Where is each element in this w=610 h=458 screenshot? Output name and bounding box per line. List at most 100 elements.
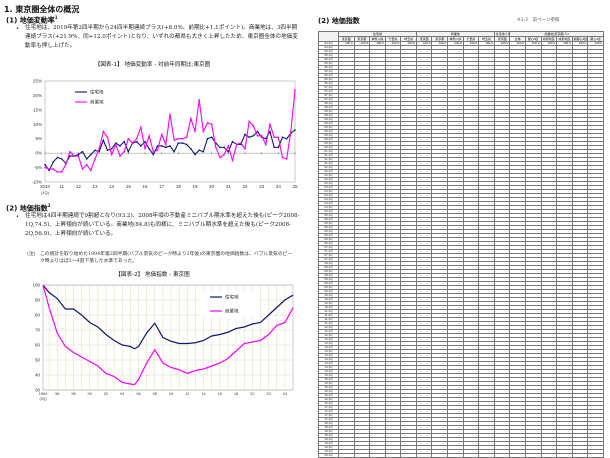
data-point [44, 163, 46, 166]
data-point [110, 153, 113, 156]
legend-box [200, 290, 260, 318]
data-point [69, 151, 71, 153]
data-point [231, 159, 234, 162]
x-tick-label: 10 [169, 392, 173, 396]
x-tick-label: 18 [234, 392, 238, 396]
bullet: • [16, 214, 19, 220]
y-tick-label: 90 [35, 298, 41, 303]
y-tick-label: 25% [33, 79, 42, 84]
data-point [252, 125, 255, 127]
data-point [223, 146, 225, 149]
x-tick-label: 04 [120, 392, 124, 396]
data-point [106, 136, 109, 138]
plot-frame [44, 80, 296, 183]
data-point [240, 142, 242, 144]
table-row: 00-4Q [318, 145, 604, 150]
data-point [73, 155, 75, 157]
bullet: • [16, 26, 19, 32]
data-point [90, 153, 92, 156]
data-point [115, 142, 117, 144]
y-tick-label: 30 [35, 388, 41, 393]
table-row: 13-2Q [318, 345, 604, 350]
table-row: 11-2Q [318, 313, 604, 318]
table-row: 98-3Q [318, 109, 604, 114]
x-tick-label: 20 [209, 184, 215, 189]
table-row: 08-3Q [318, 269, 604, 274]
series-line-commercial [42, 284, 294, 386]
data-point [227, 151, 230, 153]
table-row: 13-1Q [318, 341, 604, 346]
table-cell [447, 453, 464, 458]
data-point [148, 148, 150, 150]
data-point [285, 138, 288, 140]
data-point [256, 135, 259, 137]
y-tick-label: 80 [35, 313, 41, 318]
x-tick-label: 12 [76, 184, 82, 189]
table-cell [540, 453, 558, 458]
row-label: 20-1Q [318, 453, 339, 458]
table-row: 06-2Q [318, 233, 604, 238]
data-point [190, 117, 192, 120]
data-point [194, 153, 196, 156]
data-point [256, 130, 259, 133]
data-point [244, 133, 246, 136]
data-point [210, 136, 213, 138]
table-cell [571, 453, 589, 458]
table-cell [524, 453, 542, 458]
chart2-title: 【図表-2】 地価指数 - 東京圏 [115, 272, 190, 278]
table-row: 07-4Q [318, 257, 604, 262]
x-tick-label: 96 [55, 392, 59, 396]
data-point [215, 146, 217, 149]
data-point [81, 168, 84, 170]
y-tick-label: 40 [35, 373, 41, 378]
y-tick-label: 5% [35, 136, 42, 141]
data-point [265, 143, 267, 146]
x-tick-label: 1994 [39, 392, 47, 396]
legend-label: 商業地 [90, 99, 104, 106]
data-point [177, 142, 180, 144]
data-point [110, 148, 113, 150]
data-point [140, 145, 142, 147]
data-point [198, 99, 200, 101]
footnote-mark: 1 [54, 15, 58, 20]
data-point [294, 89, 296, 91]
legend-label: 住宅地 [90, 89, 104, 95]
table-row: 05-4Q [318, 225, 604, 230]
rate-paragraph: 住宅地は、2019年第2四半期から24四半期連続プラス(+8.0%、前期比+1.… [25, 25, 298, 49]
x-tick-label: 98 [71, 392, 75, 396]
x-tick-label: 20 [250, 392, 254, 396]
x-tick-label: 08 [153, 392, 157, 396]
y-tick-label: 100 [32, 283, 40, 288]
table-cell [431, 453, 449, 458]
data-point [219, 156, 221, 159]
table-cell [400, 453, 417, 458]
data-point [202, 151, 205, 153]
land-price-index-table: 住宅地 商業地 住宅地※1 商業地(東京都)※2 東京圏 東京都 神奈川県 千葉県 埼玉県 東京圏… [318, 31, 604, 458]
data-point [223, 153, 225, 156]
data-point [219, 146, 221, 149]
series-line-residential [42, 284, 294, 350]
legend-label: 住宅地 [225, 294, 239, 300]
data-point [115, 143, 117, 146]
data-point [281, 156, 284, 159]
data-point [194, 130, 196, 133]
data-point [131, 142, 134, 144]
data-point [273, 136, 275, 138]
data-point [240, 143, 242, 146]
x-tick-label: 19 [192, 184, 198, 189]
data-point [185, 143, 188, 146]
x-tick-label: 11 [59, 184, 64, 189]
table-row: 05-1Q [318, 213, 604, 218]
x-tick-label: 2010 [40, 184, 51, 189]
section-title: 1. 東京圏全体の概況 [4, 5, 80, 14]
data-point [215, 142, 217, 144]
x-tick-label: 23 [259, 184, 265, 189]
data-point [90, 169, 92, 172]
data-point [69, 155, 71, 157]
plot-frame [42, 284, 294, 391]
data-point [269, 123, 271, 125]
table-cell [415, 453, 433, 458]
table-cell [338, 453, 355, 458]
chart1-title: 【図表-1】 地価変動率 - 対前年同期比:東京圏 [94, 62, 211, 68]
x-tick-label: 16 [142, 184, 148, 189]
